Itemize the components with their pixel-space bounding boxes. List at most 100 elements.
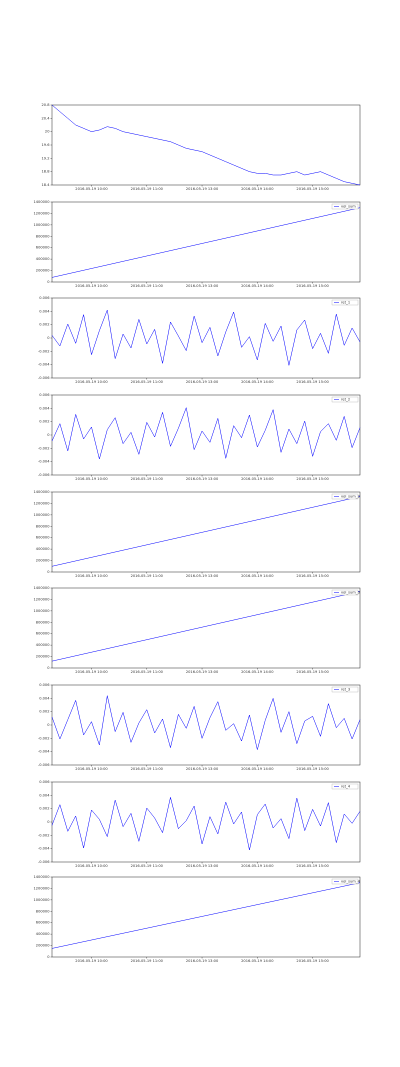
y-tick-label: 1400000	[33, 490, 50, 494]
y-tick-label: 0.002	[39, 420, 49, 424]
y-tick-label: -0.002	[38, 736, 50, 740]
y-tick-label: 1400000	[33, 200, 50, 204]
y-tick-label: 0	[47, 820, 50, 824]
x-tick-label: 2016-05-19 10:00	[75, 187, 108, 191]
x-tick-label: 2016-05-19 10:00	[75, 959, 108, 963]
x-tick-label: 2016-05-19 13:00	[186, 380, 219, 384]
y-tick-label: 400000	[36, 257, 50, 261]
plot-frame	[51, 684, 361, 766]
y-tick-label: 19.2	[41, 156, 49, 160]
y-tick-label: 0.002	[39, 807, 49, 811]
x-tick-label: 2016-05-19 13:00	[186, 767, 219, 771]
y-tick-label: -0.006	[38, 376, 50, 380]
series-line	[51, 104, 361, 186]
y-tick-label: -0.006	[38, 860, 50, 864]
x-tick-label: 2016-05-19 11:00	[131, 670, 164, 674]
y-tick-label: 0	[47, 666, 50, 670]
y-tick-label: -0.002	[38, 349, 50, 353]
y-tick-label: 0.006	[39, 780, 50, 784]
y-tick-label: 800000	[36, 620, 50, 624]
y-tick-label: 0.002	[39, 710, 49, 714]
y-tick-label: -0.002	[38, 446, 50, 450]
y-tick-label: 0.006	[39, 393, 50, 397]
y-tick-label: 20.4	[41, 116, 50, 120]
series-line	[51, 797, 361, 851]
y-tick-label: 800000	[36, 524, 50, 528]
y-tick-label: 0.006	[39, 296, 50, 300]
legend-box	[331, 878, 359, 885]
x-tick-label: 2016-05-19 14:00	[241, 574, 274, 578]
x-tick-label: 2016-05-19 15:00	[296, 959, 329, 963]
x-tick-label: 2016-05-19 13:00	[186, 284, 219, 288]
x-tick-label: 2016-05-19 10:00	[75, 670, 108, 674]
legend-label: vol_sum_2	[341, 495, 360, 499]
series-line	[51, 591, 361, 662]
y-tick-label: 1000000	[33, 513, 50, 517]
y-tick-label: 1200000	[33, 886, 50, 890]
y-tick-label: 1200000	[33, 597, 50, 601]
y-tick-label: 0.004	[39, 406, 50, 410]
legend-box	[331, 396, 359, 403]
legend-box	[331, 299, 359, 306]
y-tick-label: 800000	[36, 909, 50, 913]
y-tick-label: 1400000	[33, 875, 50, 879]
y-tick-label: 20	[45, 130, 50, 134]
x-tick-label: 2016-05-19 10:00	[75, 284, 108, 288]
x-tick-label: 2016-05-19 15:00	[296, 284, 329, 288]
x-tick-label: 2016-05-19 15:00	[296, 670, 329, 674]
legend-label: ret_2	[341, 398, 350, 402]
y-tick-label: 1400000	[33, 586, 50, 590]
y-tick-label: 1000000	[33, 223, 50, 227]
y-tick-label: 200000	[36, 655, 50, 659]
y-tick-label: 0	[47, 570, 50, 574]
legend-label: vol_sum	[341, 205, 356, 209]
x-tick-label: 2016-05-19 13:00	[186, 574, 219, 578]
y-tick-label: -0.006	[38, 763, 50, 767]
legend-label: ret_1	[341, 301, 350, 305]
x-tick-label: 2016-05-19 13:00	[186, 959, 219, 963]
legend-box	[331, 589, 359, 596]
series-line	[51, 496, 361, 567]
x-tick-label: 2016-05-19 15:00	[296, 574, 329, 578]
x-tick-label: 2016-05-19 11:00	[131, 864, 164, 868]
y-tick-label: 200000	[36, 559, 50, 563]
y-tick-label: 400000	[36, 547, 50, 551]
x-tick-label: 2016-05-19 14:00	[241, 959, 274, 963]
y-tick-label: -0.004	[38, 460, 50, 464]
y-tick-label: 400000	[36, 643, 50, 647]
y-tick-label: 0	[47, 336, 50, 340]
x-tick-label: 2016-05-19 14:00	[241, 380, 274, 384]
x-tick-label: 2016-05-19 14:00	[241, 670, 274, 674]
x-tick-label: 2016-05-19 14:00	[241, 864, 274, 868]
y-tick-label: 0	[47, 723, 50, 727]
y-tick-label: 1200000	[33, 501, 50, 505]
y-tick-label: 600000	[36, 921, 50, 925]
y-tick-label: 1200000	[33, 211, 50, 215]
x-tick-label: 2016-05-19 11:00	[131, 477, 164, 481]
y-tick-label: 20.8	[41, 103, 50, 107]
x-tick-label: 2016-05-19 13:00	[186, 187, 219, 191]
plot-frame	[51, 587, 361, 669]
y-tick-label: 1000000	[33, 609, 50, 613]
x-tick-label: 2016-05-19 15:00	[296, 864, 329, 868]
series-line	[51, 207, 361, 278]
legend-label: vol_sum_3	[341, 591, 360, 595]
legend-label: ret_3	[341, 688, 350, 692]
y-tick-label: 600000	[36, 536, 50, 540]
x-tick-label: 2016-05-19 15:00	[296, 380, 329, 384]
y-tick-label: 0	[47, 433, 50, 437]
y-tick-label: 0.004	[39, 696, 50, 700]
x-tick-label: 2016-05-19 10:00	[75, 477, 108, 481]
plot-frame	[51, 394, 361, 476]
legend-box	[331, 783, 359, 790]
x-tick-label: 2016-05-19 14:00	[241, 767, 274, 771]
y-tick-label: 0.006	[39, 683, 50, 687]
y-tick-label: 18.4	[41, 183, 50, 187]
y-tick-label: 0	[47, 280, 50, 284]
series-line	[51, 695, 361, 750]
x-tick-label: 2016-05-19 13:00	[186, 477, 219, 481]
plot-frame	[51, 781, 361, 863]
plot-frame	[51, 491, 361, 573]
x-tick-label: 2016-05-19 14:00	[241, 187, 274, 191]
